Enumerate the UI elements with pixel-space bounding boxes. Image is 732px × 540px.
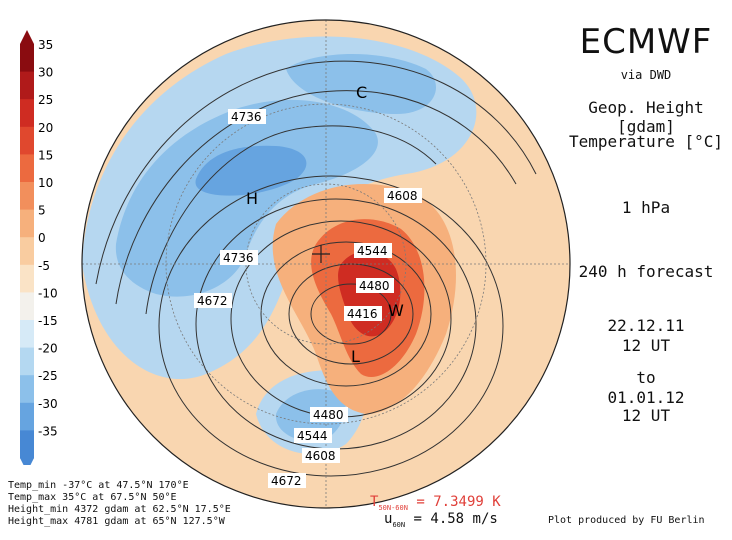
forecast-range: 240 h forecast — [578, 262, 714, 281]
tdiff-subscript: 50N-60N — [378, 503, 408, 512]
system-C: C — [356, 83, 367, 102]
tdiff-value: = 7.3499 K — [416, 494, 501, 510]
colorbar-tick-label: 10 — [38, 176, 53, 190]
colorbar-segment — [20, 99, 34, 128]
colorbar-segment — [20, 182, 34, 211]
colorbar-tick-label: -25 — [38, 369, 58, 383]
init-time: 12 UT — [621, 336, 671, 355]
map-boundary — [81, 19, 571, 509]
uwind-value: = 4.58 m/s — [413, 511, 498, 527]
contour-label: 4736 — [223, 251, 254, 265]
parameter-temperature: Temperature [°C] — [568, 132, 724, 151]
contour-label: 4544 — [357, 244, 388, 258]
pressure-level: 1 hPa — [621, 198, 671, 217]
colorbar-tick-label: 25 — [38, 93, 53, 107]
system-H: H — [246, 189, 258, 208]
system-L: L — [351, 347, 360, 366]
contour-label: 4416 — [347, 307, 378, 321]
zonal-wind: u60N = 4.58 m/s — [384, 511, 498, 529]
colorbar-tick-label: -15 — [38, 314, 58, 328]
colorbar-segment — [20, 320, 34, 349]
init-date: 22.12.11 — [607, 316, 685, 335]
colorbar-tick-label: 15 — [38, 148, 53, 162]
contour-label: 4608 — [305, 449, 336, 463]
tdiff-symbol: T — [370, 494, 379, 510]
temperature-colorbar: 35 30 25 20 15 10 5 0 -5 -10 -15 -20 -25 -30 -35 — [20, 30, 58, 465]
colorbar-tick-label: 30 — [38, 66, 53, 80]
colorbar-segment — [20, 237, 34, 266]
colorbar-segment — [20, 375, 34, 404]
contour-label: 4608 — [387, 189, 418, 203]
contour-label: 4736 — [231, 110, 262, 124]
colorbar-tick-label: -30 — [38, 397, 58, 411]
credit-text: Plot produced by FU Berlin — [548, 515, 705, 526]
colorbar-bottom-arrow — [20, 458, 34, 465]
colorbar-segment — [20, 44, 34, 73]
contour-label: 4544 — [297, 429, 328, 443]
colorbar-tick-label: 0 — [38, 231, 46, 245]
model-title: ECMWF — [579, 22, 713, 62]
source-label: via DWD — [620, 68, 672, 82]
colorbar-tick-label: -5 — [38, 259, 50, 273]
colorbar-segment — [20, 209, 34, 238]
colorbar-segment — [20, 71, 34, 100]
colorbar-segment — [20, 126, 34, 155]
stat-height-max: Height_max 4781 gdam at 65°N 127.5°W — [8, 516, 225, 527]
contour-label: 4480 — [359, 279, 390, 293]
colorbar-top-arrow — [20, 30, 34, 44]
parameter-height: Geop. Height [gdam] — [588, 98, 704, 136]
colorbar-segment — [20, 154, 34, 183]
graticule — [82, 20, 570, 508]
contour-label: 4672 — [271, 474, 302, 488]
pole-cross — [312, 245, 330, 263]
colorbar-segment — [20, 347, 34, 376]
cold-north-region — [286, 54, 436, 114]
height-contours — [95, 60, 537, 477]
colorbar-tick-label: -10 — [38, 286, 58, 300]
colorbar-tick-label: 35 — [38, 38, 53, 52]
colorbar-segment — [20, 430, 34, 459]
to-label: to — [636, 368, 656, 387]
temperature-difference: T50N-60N = 7.3499 K — [370, 494, 501, 512]
cold-core-region — [115, 99, 378, 297]
colorbar-tick-label: 20 — [38, 121, 53, 135]
stat-temp-max: Temp_max 35°C at 67.5°N 50°E — [8, 492, 177, 503]
colorbar-segment — [20, 264, 34, 293]
colorbar-tick-label: 5 — [38, 204, 46, 218]
colorbar-segment — [20, 402, 34, 431]
colorbar-segment — [20, 292, 34, 321]
stat-height-min: Height_min 4372 gdam at 62.5°N 17.5°E — [8, 504, 231, 515]
uwind-symbol: u — [384, 511, 393, 527]
contour-label: 4672 — [197, 294, 228, 308]
uwind-subscript: 60N — [392, 520, 406, 529]
contour-label: 4480 — [313, 408, 344, 422]
colorbar-tick-label: -20 — [38, 342, 58, 356]
colorbar-tick-label: -35 — [38, 424, 58, 438]
stat-temp-min: Temp_min -37°C at 47.5°N 170°E — [8, 480, 189, 491]
valid-time: 12 UT — [621, 406, 671, 425]
polar-map: C H W L 4736 4736 4672 4608 4544 4480 44… — [81, 19, 571, 509]
valid-date: 01.01.12 — [607, 388, 685, 407]
system-W: W — [388, 301, 404, 320]
